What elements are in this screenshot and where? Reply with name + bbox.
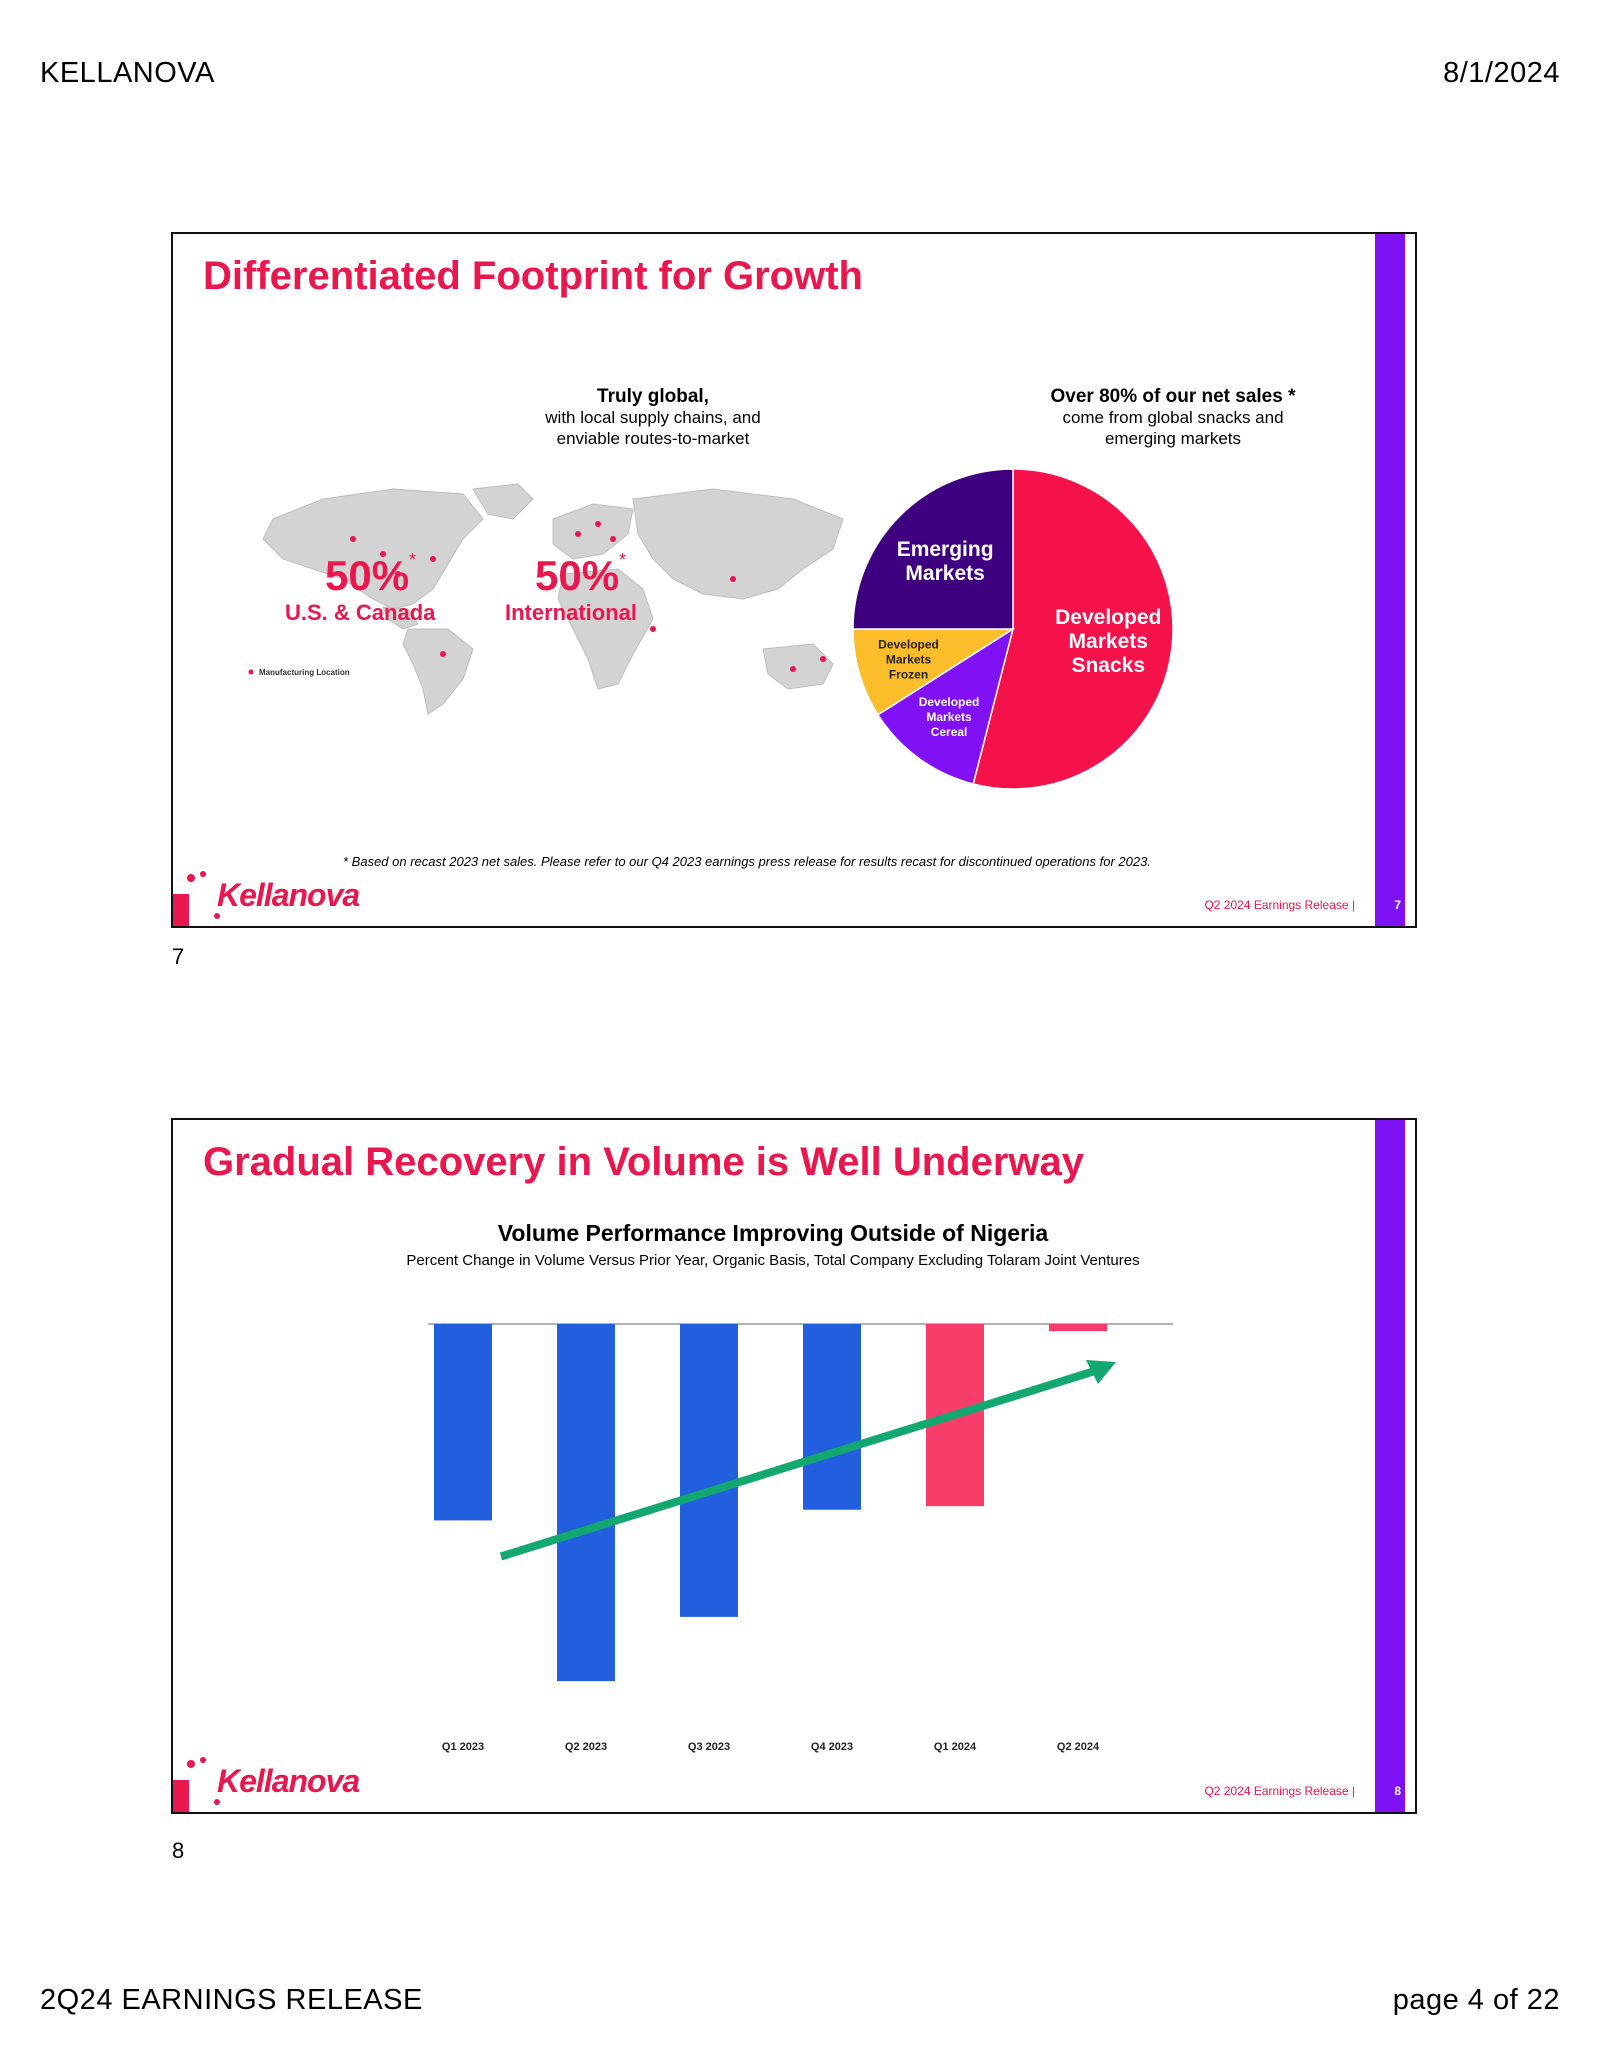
bar	[434, 1324, 492, 1521]
chart-title: Volume Performance Improving Outside of …	[497, 1220, 1049, 1246]
pie-slice-label: Developed Markets Snacks	[1055, 606, 1161, 677]
international-percent: 50%	[535, 552, 620, 599]
slide-accent-bar	[1375, 234, 1405, 926]
us-canada-star: *	[409, 550, 417, 570]
slide-release-label: Q2 2024 Earnings Release |	[1204, 898, 1355, 912]
x-tick-label: Q2 2023	[565, 1741, 607, 1753]
north-america-shape	[262, 488, 484, 610]
logo-text: Kellanova	[217, 1763, 360, 1799]
greenland-shape	[472, 483, 534, 520]
international-star: *	[619, 550, 627, 570]
map-caption-line-1: with local supply chains, and	[545, 408, 761, 427]
x-tick-label: Q1 2023	[442, 1741, 484, 1753]
map-caption: Truly global, with local supply chains, …	[483, 386, 823, 449]
kellanova-logo: Kellanova	[173, 1752, 360, 1812]
trend-arrow-head	[1086, 1360, 1116, 1384]
pie-slice-label: Developed Markets Frozen	[878, 637, 939, 681]
x-tick-label: Q1 2024	[934, 1741, 977, 1753]
x-tick-label: Q4 2023	[811, 1741, 853, 1753]
x-tick-label: Q2 2024	[1057, 1741, 1100, 1753]
pie-slice	[852, 468, 1014, 630]
map-caption-line-2: enviable routes-to-market	[556, 429, 750, 448]
bar	[1049, 1324, 1107, 1332]
logo-mark-icon	[173, 1757, 220, 1812]
bar	[680, 1324, 738, 1617]
slide-title: Differentiated Footprint for Growth	[203, 254, 863, 298]
slide-7: Differentiated Footprint for Growth Trul…	[171, 232, 1417, 928]
pie-caption: Over 80% of our net sales * come from gl…	[993, 386, 1353, 449]
footnote: * Based on recast 2023 net sales. Please…	[343, 854, 1151, 869]
pie-caption-line-2: emerging markets	[1104, 429, 1242, 448]
document-footer-left: 2Q24 EARNINGS RELEASE	[40, 1984, 423, 2016]
australia-shape	[762, 643, 834, 690]
logo-text: Kellanova	[217, 877, 360, 913]
central-america-shape	[382, 606, 419, 630]
kellanova-logo: Kellanova	[173, 866, 360, 926]
trend-arrow-line	[499, 1366, 1100, 1561]
europe-shape	[552, 503, 634, 560]
map-legend-label: Manufacturing Location	[259, 668, 350, 677]
slide-page-number: 7	[1394, 898, 1401, 912]
map-legend: Manufacturing Location	[248, 668, 350, 677]
chart-subtitle: Percent Change in Volume Versus Prior Ye…	[406, 1252, 1140, 1269]
pie-slice-label: Developed Markets Cereal	[919, 695, 980, 739]
net-sales-pie-chart: Developed Markets Snacks Developed Markets Ce…	[852, 468, 1174, 790]
map-caption-heading: Truly global,	[597, 386, 709, 407]
africa-shape	[557, 568, 654, 690]
us-canada-percent: 50%	[325, 552, 410, 599]
pie-slice	[876, 627, 1015, 785]
slide-accent-bar	[1375, 1120, 1405, 1812]
document-footer-right: page 4 of 22	[1392, 1984, 1560, 2016]
slide-page-number: 8	[1394, 1784, 1401, 1798]
bar	[557, 1324, 615, 1682]
south-america-shape	[402, 628, 474, 715]
pie-slice-label: Emerging Markets	[897, 538, 994, 585]
world-map: Manufacturing Location	[248, 483, 844, 715]
slide-7-number: 7	[172, 944, 185, 969]
slide-release-label: Q2 2024 Earnings Release |	[1204, 1784, 1355, 1798]
slide-8: Gradual Recovery in Volume is Well Under…	[171, 1118, 1417, 1814]
slide-title: Gradual Recovery in Volume is Well Under…	[203, 1140, 1085, 1184]
pie-caption-heading: Over 80% of our net sales *	[1050, 386, 1296, 407]
document-header-date: 8/1/2024	[1443, 57, 1560, 89]
us-canada-label: U.S. & Canada	[285, 600, 436, 625]
asia-shape	[632, 488, 844, 600]
slide-8-number: 8	[172, 1838, 185, 1863]
document-header-company: KELLANOVA	[40, 57, 215, 89]
x-tick-label: Q3 2023	[688, 1741, 730, 1753]
pie-slice	[972, 468, 1174, 790]
pie-caption-line-1: come from global snacks and	[1062, 408, 1284, 427]
international-label: International	[505, 600, 638, 625]
logo-mark-icon	[173, 871, 220, 926]
volume-bar-chart: Q1 2023 Q2 2023 Q3 2023 Q4 2023 Q1 2024 Q2 20…	[428, 1323, 1173, 1753]
bar	[803, 1324, 861, 1510]
pie-slice	[852, 628, 1016, 716]
